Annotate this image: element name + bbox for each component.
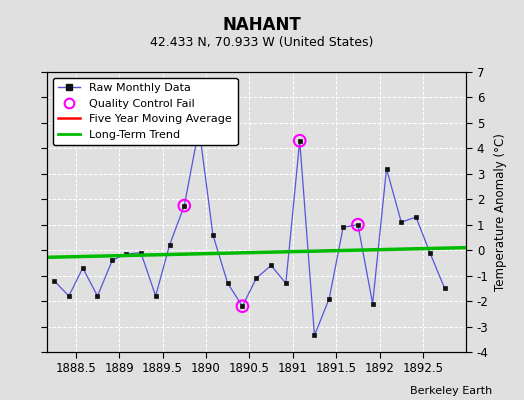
Point: [354, 222, 362, 228]
Point: [296, 138, 304, 144]
Point: [180, 202, 189, 209]
Text: NAHANT: NAHANT: [223, 16, 301, 34]
Text: 42.433 N, 70.933 W (United States): 42.433 N, 70.933 W (United States): [150, 36, 374, 49]
Point: [238, 303, 247, 309]
Legend: Raw Monthly Data, Quality Control Fail, Five Year Moving Average, Long-Term Tren: Raw Monthly Data, Quality Control Fail, …: [53, 78, 238, 145]
Y-axis label: Temperature Anomaly (°C): Temperature Anomaly (°C): [494, 133, 507, 291]
Text: Berkeley Earth: Berkeley Earth: [410, 386, 493, 396]
